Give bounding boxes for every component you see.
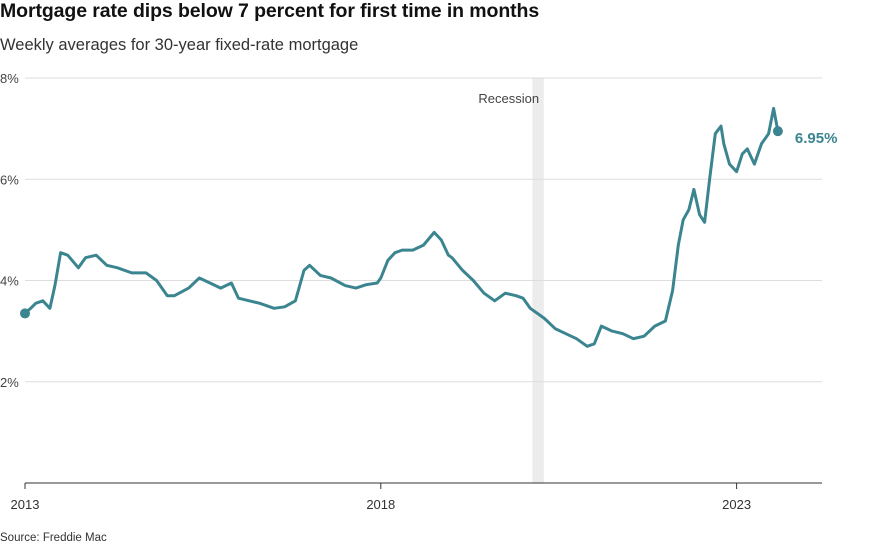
- grid-layer: 2% 4% 6% 8%: [0, 71, 822, 390]
- recession-label: Recession: [478, 91, 539, 106]
- start-point: [20, 308, 30, 319]
- x-tick-label-2023: 2023: [722, 497, 751, 512]
- chart-subtitle: Weekly averages for 30-year fixed-rate m…: [0, 36, 359, 54]
- y-tick-label-6: 6%: [0, 172, 19, 187]
- series-line: [23, 106, 780, 348]
- x-axis: 2013 2018 2023: [11, 482, 822, 512]
- x-tick-label-2013: 2013: [11, 497, 40, 512]
- x-tick-label-2018: 2018: [366, 497, 395, 512]
- source-note: Source: Freddie Mac: [0, 532, 107, 544]
- end-value-label: 6.95%: [795, 130, 838, 147]
- line-layer: [20, 106, 783, 348]
- y-tick-label-8: 8%: [0, 71, 19, 86]
- end-point: [772, 126, 783, 137]
- y-tick-label-2: 2%: [0, 375, 19, 390]
- chart-title: Mortgage rate dips below 7 percent for f…: [0, 0, 540, 22]
- label-layer: 6.95%: [795, 130, 838, 147]
- y-tick-label-4: 4%: [0, 274, 19, 289]
